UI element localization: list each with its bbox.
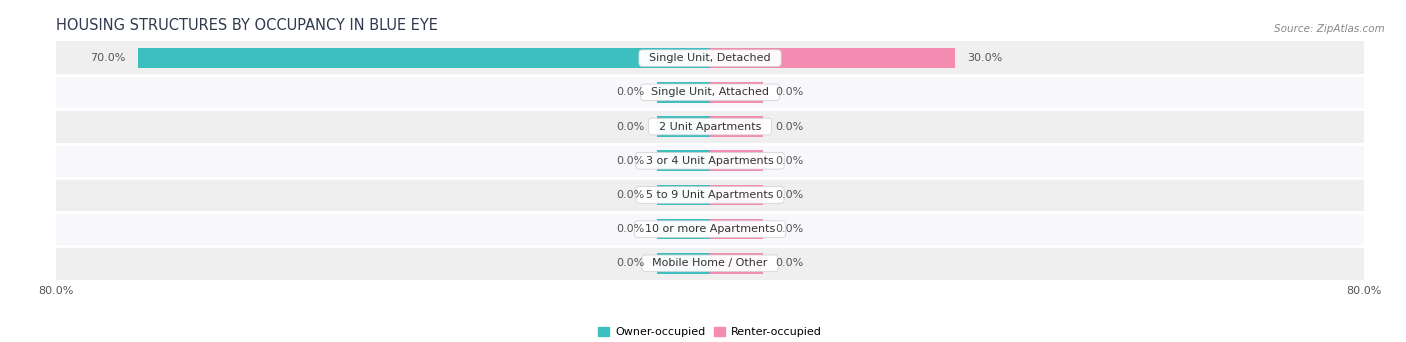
Text: 0.0%: 0.0% bbox=[616, 87, 644, 97]
Text: Mobile Home / Other: Mobile Home / Other bbox=[645, 258, 775, 268]
Text: 0.0%: 0.0% bbox=[616, 258, 644, 268]
Bar bbox=[657, 116, 710, 137]
Text: 0.0%: 0.0% bbox=[616, 121, 644, 132]
Text: 0.0%: 0.0% bbox=[616, 156, 644, 166]
Bar bbox=[710, 116, 763, 137]
Bar bbox=[138, 48, 710, 68]
Bar bbox=[56, 75, 1364, 109]
Bar bbox=[657, 253, 710, 274]
Bar bbox=[56, 212, 1364, 246]
Text: 0.0%: 0.0% bbox=[616, 190, 644, 200]
Text: 0.0%: 0.0% bbox=[776, 224, 804, 234]
Bar bbox=[56, 109, 1364, 144]
Bar bbox=[710, 219, 763, 239]
Bar bbox=[710, 185, 763, 205]
Text: 0.0%: 0.0% bbox=[776, 87, 804, 97]
Text: 3 or 4 Unit Apartments: 3 or 4 Unit Apartments bbox=[640, 156, 780, 166]
Bar bbox=[56, 41, 1364, 75]
Text: 0.0%: 0.0% bbox=[776, 258, 804, 268]
Bar bbox=[710, 82, 763, 103]
Text: Source: ZipAtlas.com: Source: ZipAtlas.com bbox=[1274, 24, 1385, 34]
Text: Single Unit, Detached: Single Unit, Detached bbox=[643, 53, 778, 63]
Text: 0.0%: 0.0% bbox=[776, 190, 804, 200]
Bar bbox=[710, 253, 763, 274]
Bar bbox=[657, 219, 710, 239]
Text: 70.0%: 70.0% bbox=[90, 53, 125, 63]
Text: HOUSING STRUCTURES BY OCCUPANCY IN BLUE EYE: HOUSING STRUCTURES BY OCCUPANCY IN BLUE … bbox=[56, 18, 439, 33]
Text: 30.0%: 30.0% bbox=[967, 53, 1002, 63]
Bar bbox=[657, 185, 710, 205]
Bar bbox=[56, 178, 1364, 212]
Text: 0.0%: 0.0% bbox=[616, 224, 644, 234]
Bar bbox=[56, 246, 1364, 280]
Text: 5 to 9 Unit Apartments: 5 to 9 Unit Apartments bbox=[640, 190, 780, 200]
Bar bbox=[710, 150, 763, 171]
Bar bbox=[657, 82, 710, 103]
Text: 2 Unit Apartments: 2 Unit Apartments bbox=[652, 121, 768, 132]
Text: 0.0%: 0.0% bbox=[776, 121, 804, 132]
Bar bbox=[657, 150, 710, 171]
Text: 0.0%: 0.0% bbox=[776, 156, 804, 166]
Legend: Owner-occupied, Renter-occupied: Owner-occupied, Renter-occupied bbox=[593, 323, 827, 342]
Text: 10 or more Apartments: 10 or more Apartments bbox=[638, 224, 782, 234]
Bar bbox=[56, 144, 1364, 178]
Bar bbox=[710, 48, 955, 68]
Text: Single Unit, Attached: Single Unit, Attached bbox=[644, 87, 776, 97]
